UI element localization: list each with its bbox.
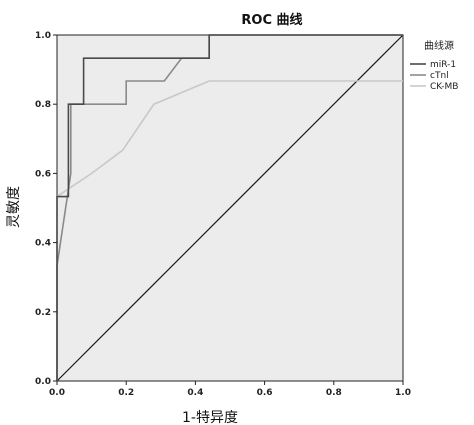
series-line-mir-1 <box>56 34 403 381</box>
diagonal-reference-line <box>56 34 404 382</box>
x-tick-label: 0.4 <box>187 388 203 398</box>
x-tick-label: 0.6 <box>257 388 273 398</box>
y-tick-label: 0.8 <box>35 100 51 110</box>
axis-layer: 0.0 0.2 0.4 0.6 0.8 1.0 0.0 0.2 0.4 0.6 0.8 1.0 <box>35 31 411 398</box>
y-tick-label: 0.6 <box>35 169 51 179</box>
y-tick-label: 0.0 <box>35 377 51 387</box>
x-tick-label: 0.8 <box>326 388 342 398</box>
x-tick-label: 1.0 <box>395 388 411 398</box>
series-layer <box>56 34 403 381</box>
y-axis-title: 灵敏度 <box>6 186 22 228</box>
y-tick-label: 1.0 <box>35 31 51 41</box>
legend-title: 曲线源 <box>424 39 454 52</box>
x-tick-label: 0.0 <box>49 388 65 398</box>
y-tick-label: 0.2 <box>35 308 51 318</box>
x-tick-label: 0.2 <box>118 388 134 398</box>
legend-label-ctnl: cTnl <box>430 71 449 81</box>
y-tick-label: 0.4 <box>35 239 51 249</box>
legend-label-mir-1: miR-1 <box>430 60 456 70</box>
chart-title: ROC 曲线 <box>241 12 302 28</box>
legend-label-ck-mb: CK-MB <box>430 82 458 92</box>
reference-line-layer <box>56 34 404 382</box>
x-axis-title: 1-特异度 <box>182 410 238 425</box>
